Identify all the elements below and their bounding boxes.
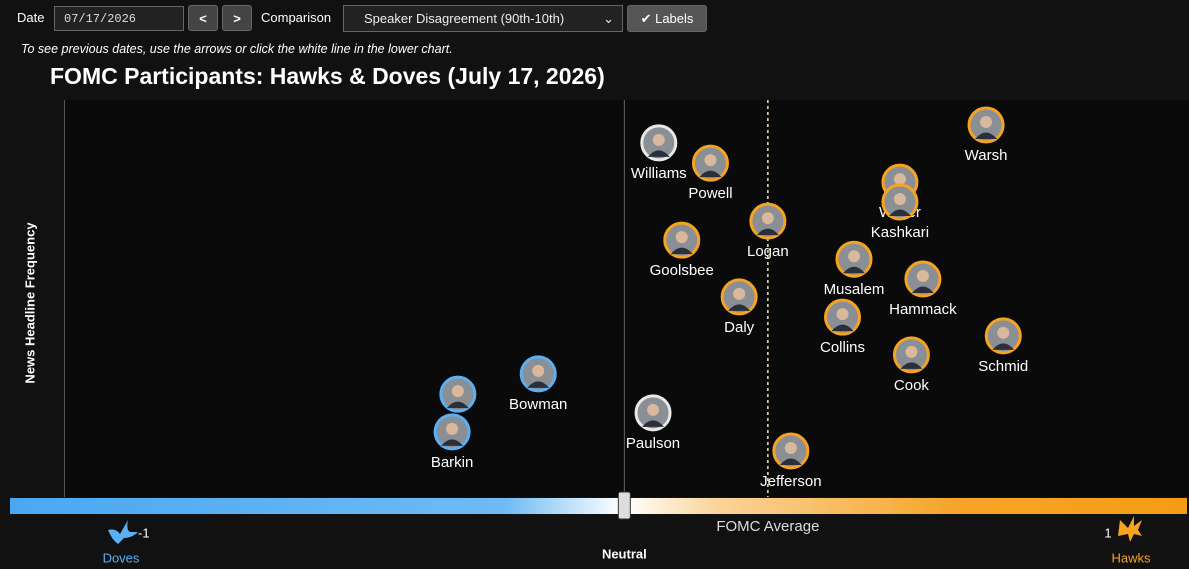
- comparison-label: Comparison: [261, 10, 332, 25]
- participant-label: Schmid: [978, 358, 1028, 375]
- y-axis-label: News Headline Frequency: [22, 222, 37, 384]
- color-scale: [10, 498, 1187, 514]
- portrait-body: [992, 343, 1015, 350]
- portrait-body: [900, 362, 923, 369]
- portrait-body: [842, 266, 865, 274]
- participant-label: Williams: [631, 165, 687, 182]
- scale-low: -1: [138, 525, 150, 540]
- prev-button[interactable]: <: [188, 5, 218, 31]
- participant-label: Musalem: [824, 281, 885, 298]
- comparison-value: Speaker Disagreement (90th-10th): [364, 11, 565, 26]
- check-icon: ✔: [640, 10, 656, 26]
- portrait-body: [446, 401, 469, 409]
- neutral-label: Neutral: [602, 546, 647, 561]
- plot-area: [64, 100, 1189, 497]
- portrait-body: [647, 150, 670, 157]
- next-label: >: [233, 10, 241, 26]
- participant: [904, 260, 942, 298]
- participant-label: Bowman: [509, 396, 567, 413]
- participant-label: Kashkari: [871, 224, 929, 241]
- participant: [835, 240, 873, 278]
- chart-title: FOMC Participants: Hawks & Doves (July 1…: [50, 63, 605, 89]
- portrait-body: [670, 247, 693, 255]
- participant: [433, 413, 471, 451]
- participant: [824, 298, 862, 336]
- portrait-body: [527, 381, 550, 388]
- participant: [634, 394, 672, 432]
- portrait-head: [784, 441, 797, 454]
- portrait-head: [905, 345, 918, 358]
- portrait-head: [704, 154, 717, 167]
- comparison-select[interactable]: Speaker Disagreement (90th-10th) ⌄: [343, 5, 623, 32]
- portrait-head: [997, 326, 1010, 339]
- hawks-label: Hawks: [1111, 550, 1151, 565]
- portrait-head: [532, 364, 545, 377]
- prev-label: <: [199, 10, 207, 26]
- participant: [881, 183, 919, 221]
- participant-label: Goolsbee: [650, 262, 714, 279]
- average-label: FOMC Average: [716, 518, 819, 535]
- participant: [663, 221, 701, 259]
- portrait-body: [441, 439, 464, 446]
- portrait-head: [652, 133, 665, 146]
- portrait-head: [675, 231, 688, 244]
- participant: [892, 336, 930, 374]
- portrait-head: [893, 193, 906, 206]
- neutral-knob: [617, 491, 631, 520]
- portrait-head: [733, 287, 746, 300]
- date-input[interactable]: 07/17/2026: [54, 6, 184, 31]
- participant: [984, 317, 1022, 355]
- portrait-body: [975, 132, 998, 140]
- labels-button-text: Labels: [655, 11, 694, 26]
- portrait-body: [911, 286, 934, 294]
- portrait-body: [699, 170, 722, 178]
- labels-button[interactable]: ✔ Labels: [627, 5, 707, 32]
- hawk-icon: [1118, 516, 1142, 542]
- participant-label: Warsh: [965, 147, 1008, 164]
- portrait-head: [836, 308, 849, 321]
- participant: [720, 278, 758, 316]
- portrait-head: [446, 422, 459, 435]
- participant-label: Jefferson: [760, 473, 821, 490]
- participant-label: Daly: [724, 319, 755, 336]
- portrait-head: [916, 270, 929, 283]
- participant-label: Barkin: [431, 454, 474, 471]
- dove-icon: [108, 520, 138, 544]
- portrait-body: [888, 209, 911, 217]
- note: To see previous dates, use the arrows or…: [21, 42, 453, 56]
- portrait-body: [728, 304, 751, 311]
- scale-high: 1: [1104, 525, 1111, 540]
- portrait-head: [847, 250, 860, 263]
- portrait-body: [642, 420, 665, 427]
- participant-label: Powell: [688, 185, 732, 202]
- select-arrow: ⌄: [603, 10, 614, 26]
- date-value: 07/17/2026: [64, 11, 137, 26]
- portrait-head: [451, 385, 464, 398]
- participant-label: Paulson: [626, 435, 680, 452]
- doves-label: Doves: [103, 550, 140, 565]
- participant-label: Collins: [820, 339, 865, 356]
- portrait-body: [831, 324, 854, 332]
- next-button[interactable]: >: [222, 5, 252, 31]
- date-label: Date: [17, 10, 45, 25]
- participant: [772, 432, 810, 470]
- participant: [640, 124, 678, 162]
- participant: [967, 106, 1005, 144]
- participant: [749, 202, 787, 240]
- participant: [691, 144, 729, 182]
- participant-label: Cook: [894, 377, 930, 394]
- participant: [439, 375, 477, 413]
- portrait-head: [893, 173, 906, 186]
- participant-label: Logan: [747, 243, 789, 260]
- portrait-body: [779, 458, 802, 465]
- participant-label: Hammack: [889, 301, 957, 318]
- portrait-body: [756, 228, 779, 236]
- portrait-head: [761, 212, 774, 225]
- participant: [519, 355, 557, 393]
- portrait-head: [980, 116, 993, 129]
- portrait-head: [647, 403, 660, 416]
